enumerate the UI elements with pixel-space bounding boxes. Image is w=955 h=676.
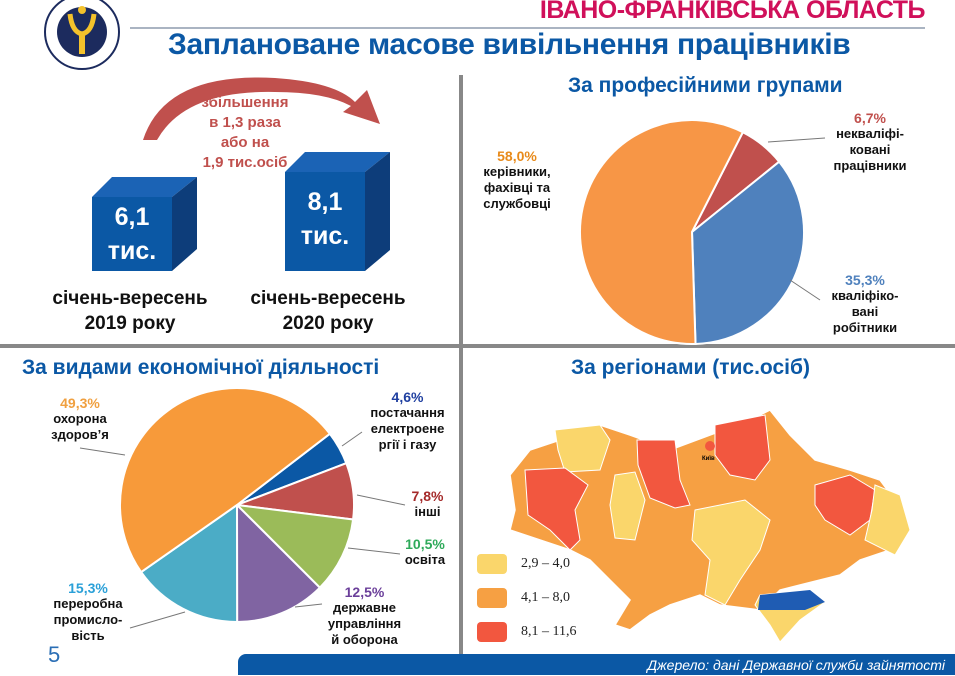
ukraine-region-map: Київ	[509, 409, 911, 643]
pie2-slice-2	[234, 503, 355, 590]
pie2-leader-line	[347, 547, 401, 555]
map-legend: 2,9 – 4,0 4,1 – 8,0 8,1 – 11,6	[477, 547, 576, 649]
legend-swatch	[477, 554, 507, 574]
slide-number: 5	[48, 642, 61, 667]
pie2-leader-line	[129, 611, 186, 629]
pie2-leader-line	[356, 494, 406, 506]
legend-item: 4,1 – 8,0	[477, 581, 576, 615]
pie2-label-5: 49,3% охорона здоров’я	[51, 395, 109, 442]
legend-item: 2,9 – 4,0	[477, 547, 576, 581]
increase-note: збільшення в 1,3 раза або на 1,9 тис.осіб	[201, 94, 289, 171]
title-divider	[130, 27, 925, 29]
pie2-label-3: 12,5% державне управління й оборона	[327, 584, 402, 647]
region-kharkiv	[814, 474, 876, 536]
logo	[42, 0, 122, 72]
period-2019: січень-вересень 2019 року	[52, 288, 208, 334]
pie2-leader-line	[79, 447, 126, 456]
horizontal-divider	[0, 344, 955, 348]
kyiv-label: Київ	[702, 456, 715, 462]
pie2-label-1: 7,8% інші	[411, 488, 444, 519]
pie1-label-1: 35,3% кваліфіко-вані робітники	[831, 272, 899, 335]
cube-2020	[285, 152, 390, 271]
legend-swatch	[477, 588, 507, 608]
region-khmelnytskyi	[609, 471, 646, 541]
pie1-leader-line	[767, 137, 826, 143]
region-title: ІВАНО-ФРАНКІВСЬКА ОБЛАСТЬ	[539, 0, 926, 24]
source-footer: Джерело: дані Державної служби зайнятост…	[238, 654, 955, 675]
legend-item: 8,1 – 11,6	[477, 615, 576, 649]
pie1-label-0: 6,7% некваліфі-ковані працівники	[833, 110, 907, 173]
pie1-leader-line	[789, 279, 821, 301]
region-luhansk	[864, 484, 911, 556]
region-chernihiv	[714, 414, 771, 481]
pie2-slice-4	[139, 503, 239, 624]
region-zhytomyr	[636, 439, 691, 509]
increase-arrow-icon	[143, 77, 380, 140]
kyiv-marker	[705, 441, 715, 451]
pie1-slice-1	[690, 160, 805, 345]
vertical-divider	[459, 75, 463, 655]
pie2-label-0: 4,6% постачання електроене ргії і газу	[370, 389, 445, 452]
pie2-leader-line	[341, 431, 363, 447]
chart-title-professional: За професійними групами	[568, 74, 843, 97]
region-rivne	[554, 424, 611, 473]
region-volyn-lviv	[524, 467, 589, 551]
pie2-slice-3	[235, 502, 322, 624]
pie2-label-4: 15,3% переробна промисло-вість	[53, 580, 123, 643]
legend-swatch	[477, 622, 507, 642]
period-2020: січень-вересень 2020 року	[250, 288, 406, 334]
cube-2019	[92, 177, 197, 271]
region-kirovohrad-mykolaiv	[691, 499, 771, 606]
pie2-leader-line	[294, 603, 323, 608]
page-title: Заплановане масове вивільнення працівник…	[168, 28, 851, 61]
value-2020: 8,1 тис.	[300, 188, 350, 250]
pie2-slice-5	[119, 387, 332, 574]
chart-title-economic: За видами економічної діяльності	[22, 356, 380, 379]
map-title: За регіонами (тис.осіб)	[571, 356, 810, 379]
crimea-flag-top	[758, 590, 825, 610]
value-2019: 6,1 тис.	[107, 203, 157, 265]
pie1-label-2: 58,0% керівники, фахівці та службовці	[483, 148, 551, 211]
pie1-slice-2	[579, 119, 745, 345]
pie2-label-2: 10,5% освіта	[404, 536, 446, 567]
